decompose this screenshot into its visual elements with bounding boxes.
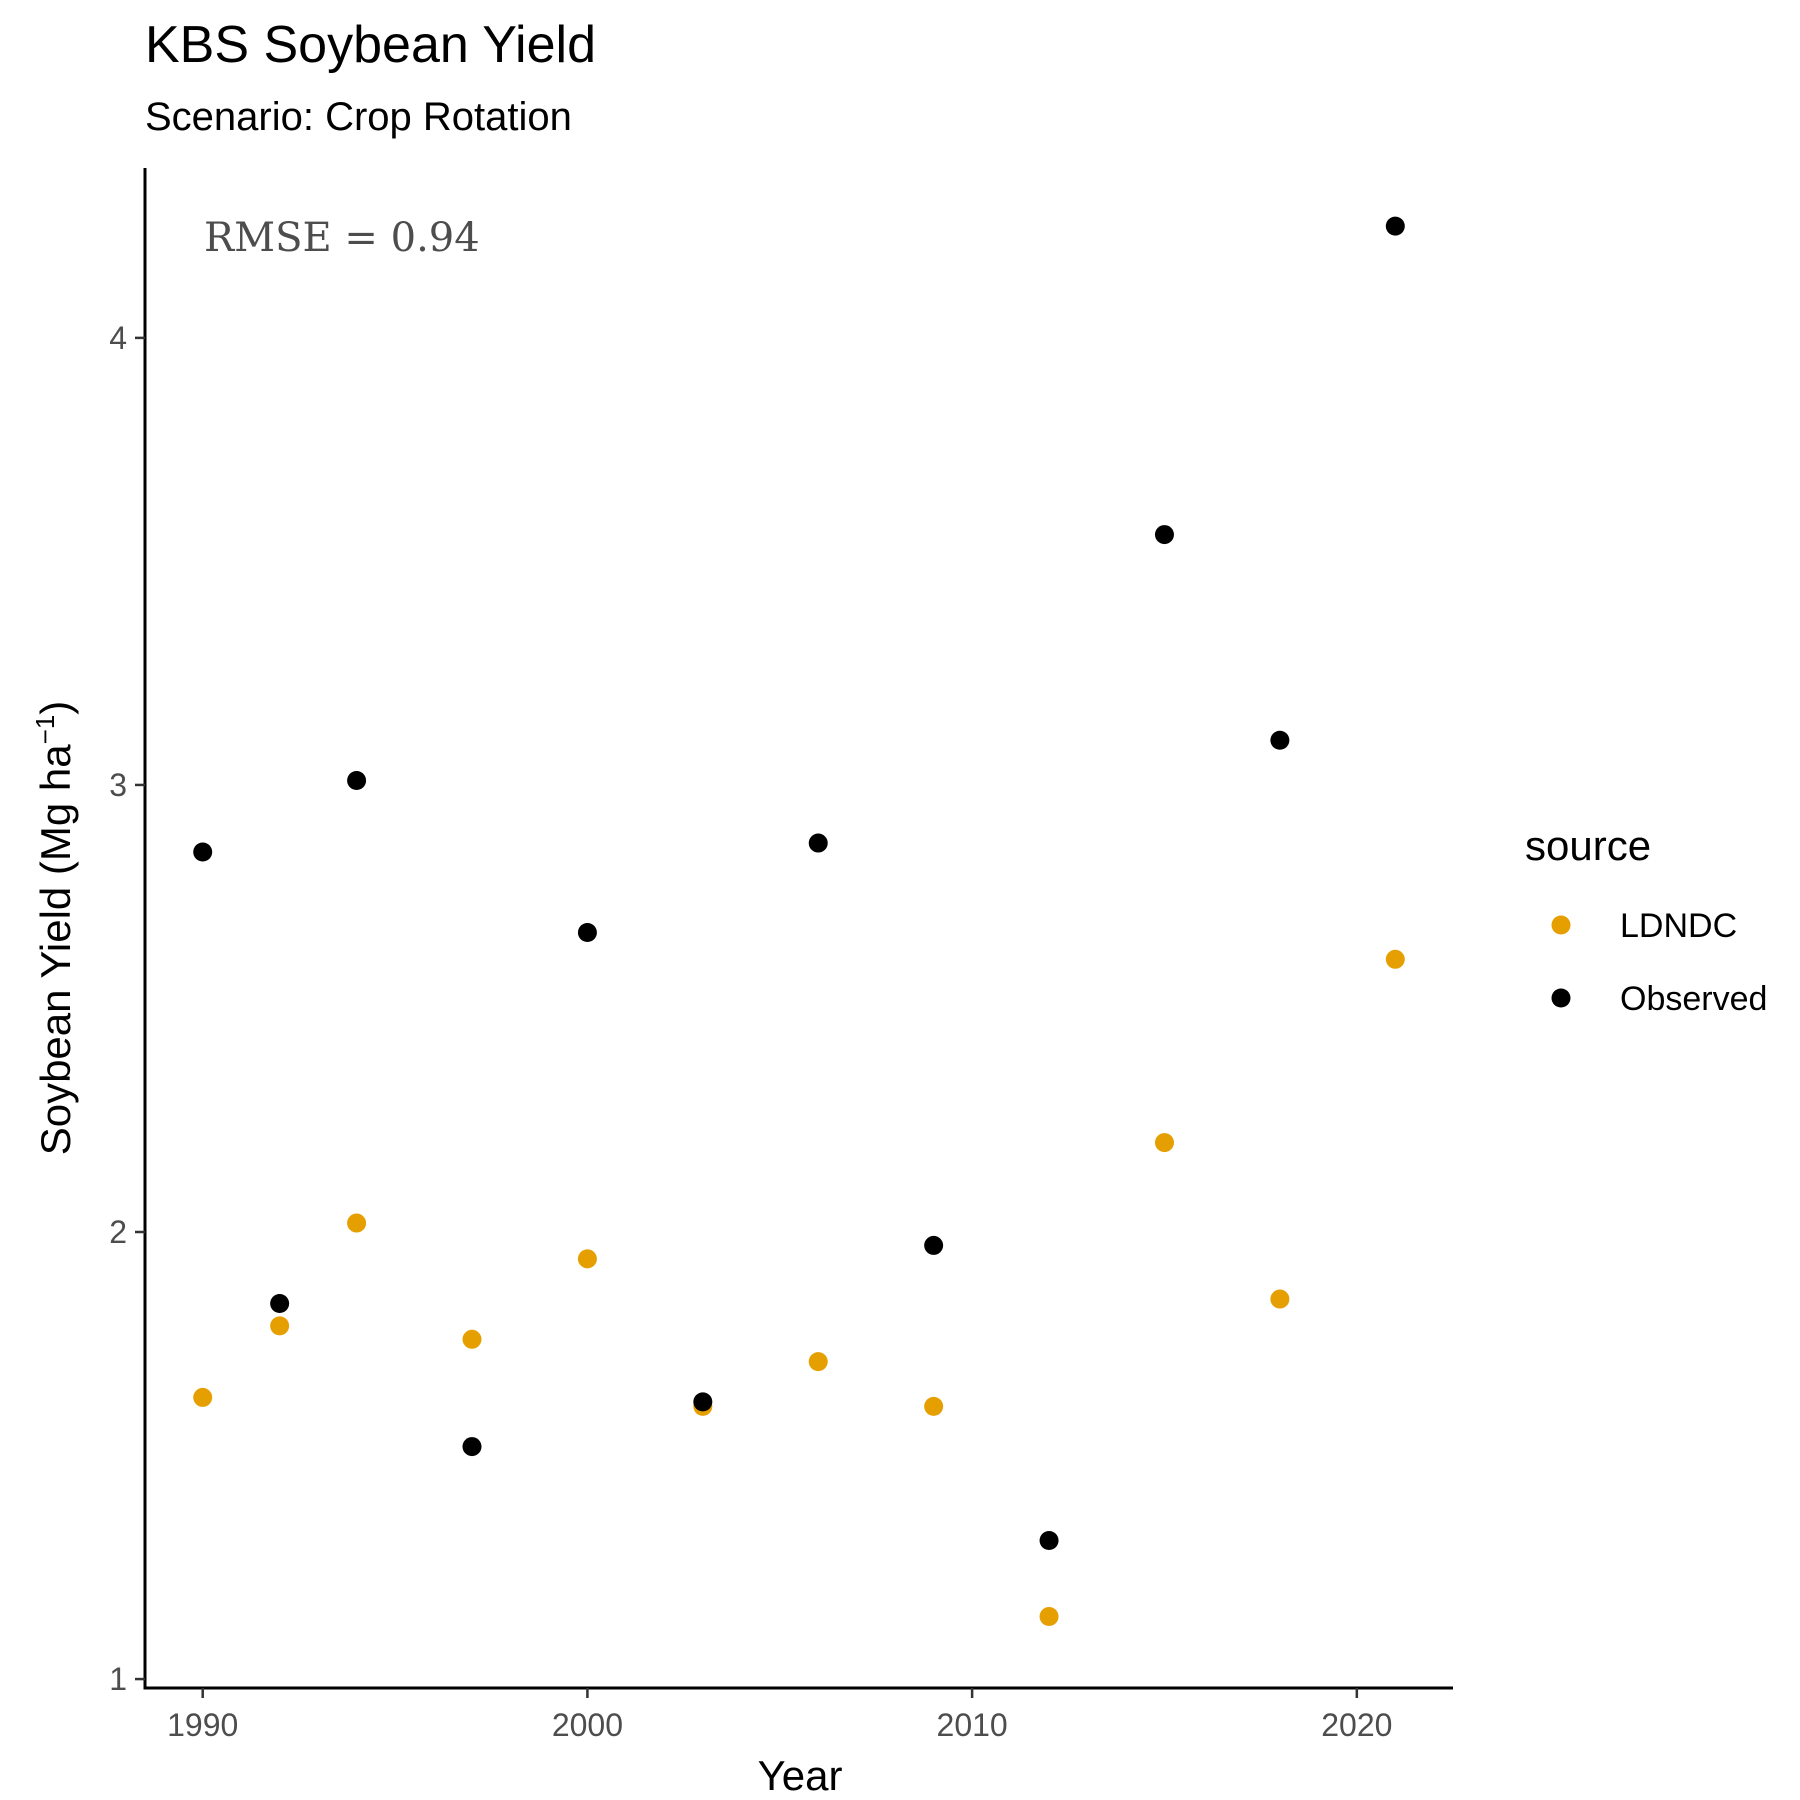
point-observed-1994 — [347, 770, 367, 790]
y-axis-title-superscript: −1 — [30, 715, 60, 745]
x-tick-label: 1990 — [167, 1707, 238, 1743]
point-ldndc-2000 — [577, 1249, 597, 1269]
y-tick-label: 3 — [109, 767, 127, 803]
data-points — [193, 216, 1405, 1626]
legend-swatch-observed — [1551, 988, 1571, 1008]
point-observed-2009 — [924, 1235, 944, 1255]
chart-title: KBS Soybean Yield — [145, 16, 596, 74]
y-tick-label: 4 — [109, 320, 127, 356]
point-observed-1990 — [193, 842, 213, 862]
y-axis-title-main: Soybean Yield (Mg ha — [32, 744, 79, 1156]
point-ldndc-2015 — [1154, 1133, 1174, 1153]
point-ldndc-2012 — [1039, 1606, 1059, 1626]
legend-title: source — [1525, 822, 1651, 869]
axis-ticks: 1990 2000 2010 2020 1 2 3 4 — [109, 320, 1392, 1743]
legend: source LDNDC Observed — [1525, 822, 1767, 1018]
point-ldndc-1992 — [270, 1316, 290, 1336]
point-ldndc-2006 — [808, 1352, 828, 1372]
plot-area: 1990 2000 2010 2020 1 2 3 4 — [109, 168, 1453, 1743]
point-ldndc-2009 — [924, 1396, 944, 1416]
point-ldndc-1997 — [462, 1329, 482, 1349]
point-observed-2003 — [693, 1392, 713, 1412]
point-ldndc-1994 — [347, 1213, 367, 1233]
rmse-annotation: RMSE = 0.94 — [204, 215, 480, 261]
y-axis-title: Soybean Yield (Mg ha−1) — [30, 701, 79, 1156]
legend-label-ldndc: LDNDC — [1620, 907, 1737, 945]
y-tick-label: 1 — [109, 1661, 127, 1697]
legend-swatch-ldndc — [1551, 915, 1571, 935]
point-observed-2021 — [1385, 216, 1405, 236]
point-observed-2012 — [1039, 1530, 1059, 1550]
x-tick-label: 2010 — [937, 1707, 1008, 1743]
x-tick-label: 2020 — [1321, 1707, 1392, 1743]
legend-label-observed: Observed — [1620, 980, 1767, 1018]
y-axis-title-close: ) — [32, 701, 79, 715]
x-axis-title: Year — [758, 1752, 843, 1799]
point-observed-1997 — [462, 1437, 482, 1457]
point-ldndc-1990 — [193, 1387, 213, 1407]
point-observed-2000 — [577, 922, 597, 942]
point-observed-2006 — [808, 833, 828, 853]
x-tick-label: 2000 — [552, 1707, 623, 1743]
y-tick-label: 2 — [109, 1214, 127, 1250]
point-observed-1992 — [270, 1294, 290, 1314]
point-observed-2015 — [1154, 525, 1174, 545]
point-observed-2018 — [1270, 730, 1290, 750]
chart-subtitle: Scenario: Crop Rotation — [145, 95, 572, 139]
point-ldndc-2021 — [1385, 949, 1405, 969]
point-ldndc-2018 — [1270, 1289, 1290, 1309]
